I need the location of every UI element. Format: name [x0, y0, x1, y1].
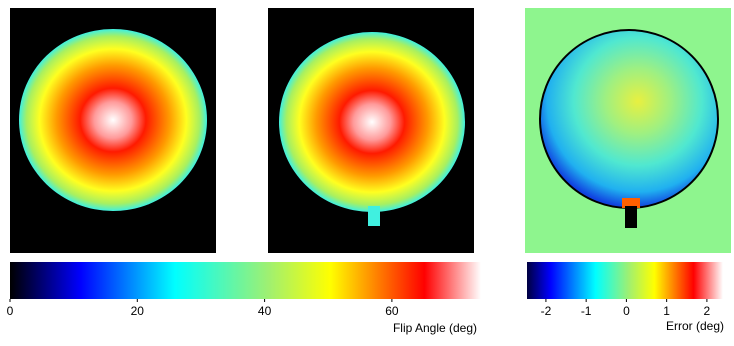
colorbar-error	[527, 262, 723, 299]
tick-label: 20	[131, 304, 145, 318]
panel-measured	[10, 8, 216, 253]
tick-label: 1	[663, 304, 670, 318]
colorbar-label: Flip Angle (deg)	[393, 321, 477, 335]
tick-label: 2	[704, 304, 711, 318]
colorbar-flip-angle	[10, 262, 481, 299]
figure: Flip Angle (deg) Error (deg) 0204060-2-1…	[0, 0, 734, 341]
tick-label: 0	[623, 304, 630, 318]
tick-label: -2	[541, 304, 552, 318]
panel-fit	[268, 8, 474, 253]
colorbar-label: Error (deg)	[666, 319, 724, 333]
tick-label: 60	[385, 304, 399, 318]
tick-label: -1	[581, 304, 592, 318]
panel-error	[525, 8, 731, 253]
tick-label: 0	[7, 304, 14, 318]
tick-label: 40	[258, 304, 272, 318]
